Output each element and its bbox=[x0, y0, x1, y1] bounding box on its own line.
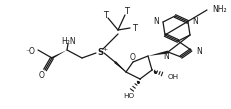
Text: N: N bbox=[153, 16, 159, 26]
Text: N: N bbox=[196, 47, 202, 55]
Text: ⁻O: ⁻O bbox=[25, 47, 35, 55]
Text: T: T bbox=[103, 10, 109, 20]
Text: OH: OH bbox=[168, 74, 179, 80]
Text: O: O bbox=[130, 53, 136, 61]
Text: N: N bbox=[192, 16, 198, 26]
Text: +: + bbox=[102, 47, 108, 51]
Text: T: T bbox=[125, 8, 130, 16]
Polygon shape bbox=[52, 50, 67, 59]
Text: HO: HO bbox=[123, 93, 135, 99]
Text: S: S bbox=[97, 48, 103, 56]
Text: T: T bbox=[133, 24, 137, 32]
Text: O: O bbox=[39, 71, 45, 79]
Text: NH₂: NH₂ bbox=[212, 5, 227, 14]
Text: N: N bbox=[163, 51, 169, 60]
Polygon shape bbox=[114, 61, 126, 72]
Polygon shape bbox=[148, 51, 168, 56]
Text: H₂N: H₂N bbox=[62, 37, 76, 45]
